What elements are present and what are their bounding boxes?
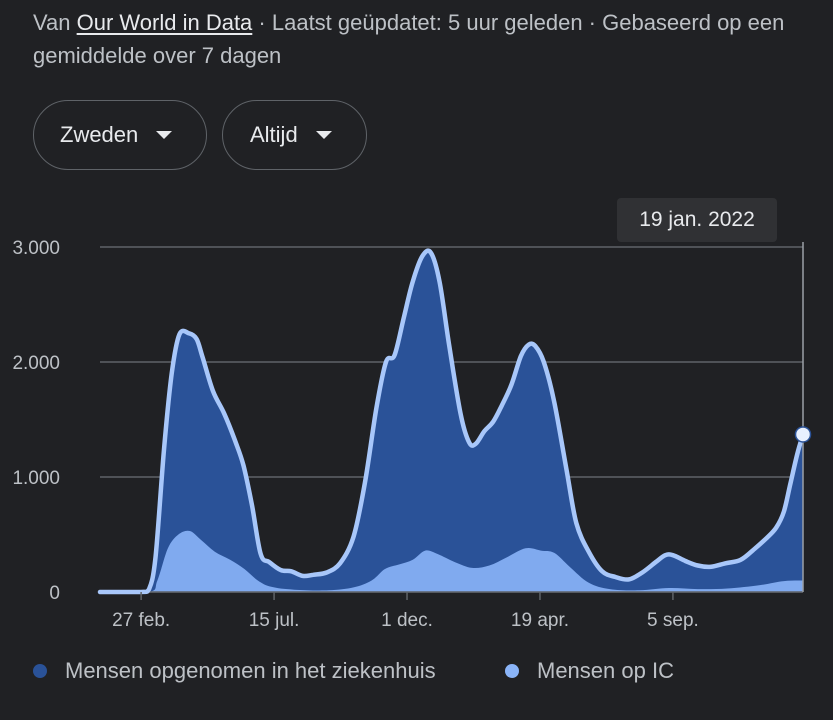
source-attribution: Van Our World in Data · Laatst geüpdatet… bbox=[33, 6, 813, 72]
legend-label-hospital: Mensen opgenomen in het ziekenhuis bbox=[65, 658, 436, 683]
hospital-line bbox=[97, 248, 806, 595]
ic-area bbox=[100, 530, 803, 592]
hover-marker bbox=[794, 426, 812, 443]
country-dropdown-label: Zweden bbox=[60, 122, 139, 147]
time-range-dropdown[interactable]: Altijd bbox=[222, 100, 367, 170]
country-dropdown[interactable]: Zweden bbox=[33, 100, 207, 170]
legend-label-ic: Mensen op IC bbox=[537, 658, 674, 683]
hospital-area bbox=[100, 250, 803, 592]
y-tick-label: 2.000 bbox=[12, 353, 60, 374]
x-tick-label: 15 jul. bbox=[249, 610, 300, 631]
source-link[interactable]: Our World in Data bbox=[76, 10, 253, 35]
source-suffix: · Laatst geüpdatet: 5 uur geleden · Geba… bbox=[33, 10, 785, 68]
x-tick-label: 19 apr. bbox=[511, 610, 569, 631]
x-axis: 27 feb. 15 jul. 1 dec. 19 apr. 5 sep. bbox=[112, 592, 699, 631]
y-tick-label: 1.000 bbox=[12, 468, 60, 489]
y-axis: 0 1.000 2.000 3.000 bbox=[12, 238, 60, 604]
area-layer bbox=[97, 248, 806, 595]
legend-item-hospital[interactable]: Mensen opgenomen in het ziekenhuis bbox=[33, 658, 436, 684]
legend-swatch-dot bbox=[505, 664, 519, 678]
hover-layer bbox=[794, 242, 812, 592]
date-tooltip: 19 jan. 2022 bbox=[617, 198, 777, 242]
x-tick-label: 27 feb. bbox=[112, 610, 170, 631]
x-tick-label: 5 sep. bbox=[647, 610, 699, 631]
y-tick-label: 3.000 bbox=[12, 238, 60, 259]
time-range-dropdown-label: Altijd bbox=[250, 122, 298, 147]
legend-swatch-dot bbox=[33, 664, 47, 678]
legend-item-ic[interactable]: Mensen op IC bbox=[505, 658, 674, 684]
x-tick-label: 1 dec. bbox=[381, 610, 433, 631]
caret-down-icon bbox=[315, 131, 332, 139]
caret-down-icon bbox=[156, 131, 173, 139]
y-tick-label: 0 bbox=[49, 583, 60, 604]
source-prefix: Van bbox=[33, 10, 71, 35]
